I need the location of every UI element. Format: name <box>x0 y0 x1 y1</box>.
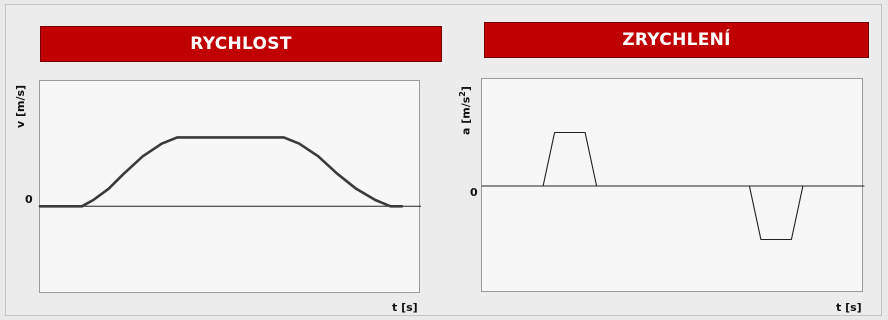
y-axis-label-acceleration-end: ] <box>459 86 473 92</box>
y-axis-label-velocity: v [m/s] <box>14 84 27 128</box>
acceleration-chart-svg <box>481 131 865 241</box>
chart-title-velocity: RYCHLOST <box>40 26 442 62</box>
plot-area-velocity <box>38 80 421 293</box>
y-axis-label-acceleration-base: a [m/s <box>459 96 473 135</box>
y-tick-zero-velocity: 0 <box>25 193 33 206</box>
acceleration-series-line <box>481 131 865 241</box>
x-axis-label-acceleration: t [s] <box>836 301 862 314</box>
y-axis-label-acceleration: a [m/s2] <box>458 86 473 135</box>
y-tick-zero-acceleration: 0 <box>470 186 478 199</box>
y-axis-label-acceleration-exponent: 2 <box>458 91 467 97</box>
velocity-chart-svg <box>38 136 421 208</box>
chart-title-acceleration: ZRYCHLENÍ <box>484 22 869 58</box>
plot-area-acceleration <box>481 78 865 292</box>
velocity-series-line <box>38 136 404 208</box>
x-axis-label-velocity: t [s] <box>392 301 418 314</box>
